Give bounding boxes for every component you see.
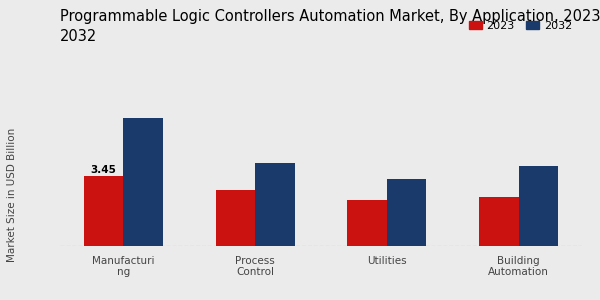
Text: Market Size in USD Billion: Market Size in USD Billion xyxy=(7,128,17,262)
Bar xyxy=(387,179,427,246)
Bar xyxy=(123,118,163,246)
Bar xyxy=(479,197,519,246)
Bar xyxy=(84,176,123,246)
Bar xyxy=(255,163,295,246)
Bar xyxy=(347,200,387,246)
Bar xyxy=(519,166,558,246)
Text: Programmable Logic Controllers Automation Market, By Application, 2023 &
2032: Programmable Logic Controllers Automatio… xyxy=(60,9,600,44)
Legend: 2023, 2032: 2023, 2032 xyxy=(464,17,577,35)
Text: 3.45: 3.45 xyxy=(91,164,116,175)
Bar xyxy=(215,190,255,246)
